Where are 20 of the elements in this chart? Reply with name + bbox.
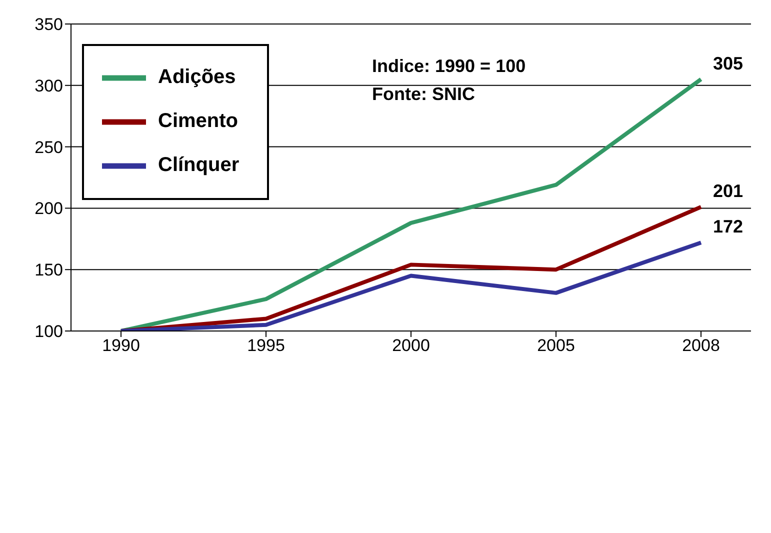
y-tick-label: 100 [34, 322, 63, 342]
x-tick-label: 2000 [392, 336, 430, 356]
y-tick-label: 200 [34, 199, 63, 218]
data-label: 305 [713, 53, 744, 74]
data-label: 172 [713, 216, 744, 237]
x-tick-label: 1995 [247, 336, 285, 356]
y-tick-label: 250 [34, 138, 63, 157]
annotation: Indice: 1990 = 100 [372, 56, 526, 77]
x-tick-label: 1990 [102, 336, 140, 356]
data-label: 201 [713, 180, 744, 201]
x-tick-label: 2005 [537, 336, 575, 356]
x-tick-label: 2008 [682, 336, 720, 356]
line-series [119, 240, 703, 331]
y-tick-label: 150 [34, 260, 63, 280]
legend-label: Adições [158, 66, 236, 88]
legend-label: Cimento [158, 110, 238, 132]
legend-label: Clínquer [158, 154, 240, 176]
y-tick-label: 300 [34, 76, 63, 96]
annotation: Fonte: SNIC [372, 84, 475, 105]
y-tick-label: 350 [34, 15, 63, 34]
